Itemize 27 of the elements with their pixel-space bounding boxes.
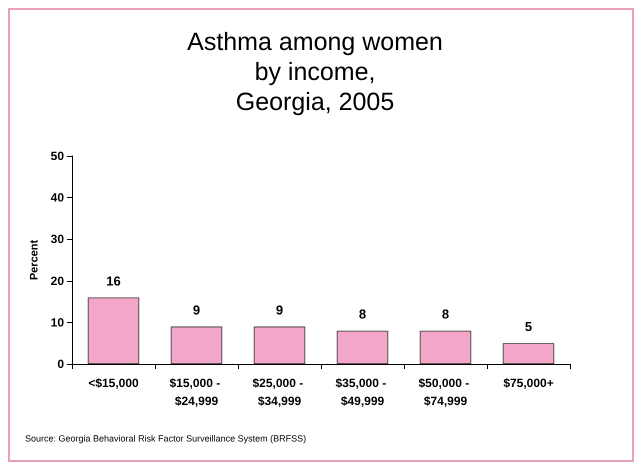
data-label: 5 [524, 319, 532, 334]
bar [502, 343, 554, 364]
x-tick-label: <$15,000 [88, 376, 140, 390]
y-tick-label: 30 [50, 232, 64, 246]
y-tick-label: 0 [57, 357, 64, 371]
y-tick-label: 40 [50, 190, 64, 205]
y-tick-label: 20 [50, 274, 64, 288]
y-tick-label: 10 [50, 315, 64, 330]
data-label: 9 [192, 302, 200, 318]
x-tick-label: $35,000 - $49,999 [335, 376, 390, 408]
x-tick-label: $25,000 - $34,999 [252, 376, 307, 408]
bar [170, 326, 222, 364]
bar [336, 330, 388, 364]
bar [420, 330, 472, 364]
bar [88, 297, 140, 364]
data-label: 8 [358, 306, 366, 322]
bar [254, 326, 306, 364]
data-label: 8 [442, 306, 450, 322]
y-tick-label: 50 [50, 149, 64, 163]
chart-title: Asthma among women by income, Georgia, 2005 [187, 28, 443, 116]
x-tick-label: $50,000 - $74,999 [418, 376, 473, 408]
x-tick-label: $15,000 - $24,999 [169, 376, 224, 408]
y-axis-title: Percent [28, 239, 40, 280]
x-tick-label: $75,000+ [503, 376, 554, 390]
source-note: Source: Georgia Behavioral Risk Factor Surveillance System (BRFSS) [25, 434, 306, 444]
data-label: 9 [276, 302, 284, 318]
data-label: 16 [106, 273, 121, 288]
